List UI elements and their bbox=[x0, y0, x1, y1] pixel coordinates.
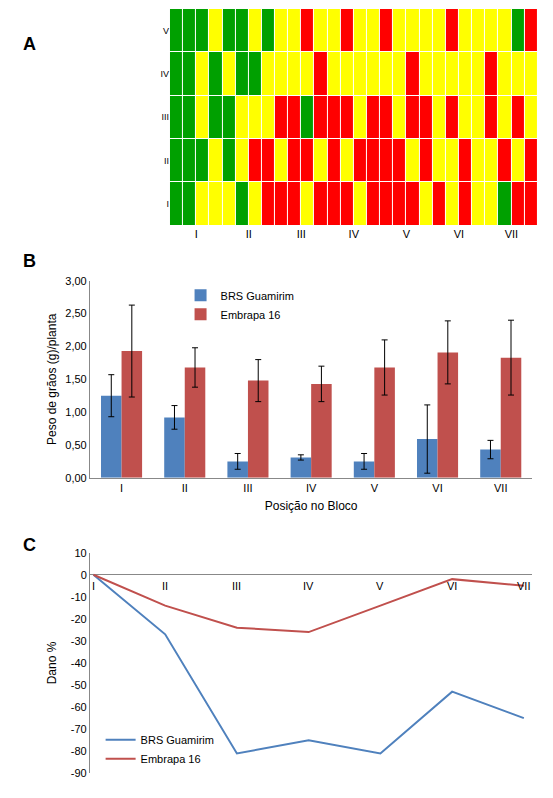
svg-text:III: III bbox=[232, 580, 241, 592]
svg-text:0: 0 bbox=[81, 569, 87, 581]
svg-text:Posição no Bloco: Posição no Bloco bbox=[265, 499, 358, 513]
svg-text:VII: VII bbox=[494, 482, 507, 494]
svg-text:VI: VI bbox=[447, 580, 457, 592]
svg-text:0,00: 0,00 bbox=[65, 472, 86, 484]
svg-text:-90: -90 bbox=[71, 767, 87, 779]
svg-text:1,00: 1,00 bbox=[65, 406, 86, 418]
svg-text:III: III bbox=[243, 482, 252, 494]
svg-text:V: V bbox=[376, 580, 384, 592]
svg-text:2,50: 2,50 bbox=[65, 307, 86, 319]
svg-text:IV: IV bbox=[306, 482, 317, 494]
svg-text:VII: VII bbox=[517, 580, 530, 592]
svg-text:-60: -60 bbox=[71, 701, 87, 713]
svg-text:VI: VI bbox=[454, 228, 464, 240]
svg-text:Embrapa 16: Embrapa 16 bbox=[221, 309, 281, 321]
svg-text:1,50: 1,50 bbox=[65, 373, 86, 385]
svg-text:B: B bbox=[23, 251, 36, 271]
svg-text:I: I bbox=[92, 580, 95, 592]
svg-text:I: I bbox=[120, 482, 123, 494]
svg-text:I: I bbox=[166, 199, 169, 209]
svg-text:-50: -50 bbox=[71, 679, 87, 691]
svg-text:II: II bbox=[246, 228, 252, 240]
svg-text:Dano %: Dano % bbox=[45, 641, 59, 684]
svg-text:III: III bbox=[161, 112, 169, 122]
svg-text:C: C bbox=[23, 535, 36, 555]
svg-text:-30: -30 bbox=[71, 635, 87, 647]
svg-text:Peso de grãos (g)/planta: Peso de grãos (g)/planta bbox=[45, 313, 59, 445]
svg-text:BRS Guamirim: BRS Guamirim bbox=[141, 734, 214, 746]
svg-text:IV: IV bbox=[349, 228, 360, 240]
svg-text:-80: -80 bbox=[71, 745, 87, 757]
svg-text:A: A bbox=[23, 34, 36, 54]
svg-text:2,00: 2,00 bbox=[65, 340, 86, 352]
svg-text:BRS Guamirim: BRS Guamirim bbox=[221, 290, 294, 302]
svg-text:V: V bbox=[163, 26, 169, 36]
svg-text:VII: VII bbox=[505, 228, 518, 240]
svg-text:III: III bbox=[297, 228, 306, 240]
svg-text:10: 10 bbox=[75, 547, 87, 559]
svg-text:V: V bbox=[371, 482, 379, 494]
svg-text:V: V bbox=[403, 228, 411, 240]
svg-text:II: II bbox=[182, 482, 188, 494]
svg-text:II: II bbox=[162, 580, 168, 592]
svg-text:II: II bbox=[164, 156, 169, 166]
svg-text:IV: IV bbox=[160, 69, 169, 79]
svg-text:Embrapa 16: Embrapa 16 bbox=[141, 753, 201, 765]
svg-text:3,00: 3,00 bbox=[65, 275, 86, 287]
svg-text:-20: -20 bbox=[71, 613, 87, 625]
svg-text:-10: -10 bbox=[71, 591, 87, 603]
svg-text:-40: -40 bbox=[71, 657, 87, 669]
svg-text:IV: IV bbox=[303, 580, 314, 592]
svg-text:I: I bbox=[195, 228, 198, 240]
svg-text:VI: VI bbox=[432, 482, 442, 494]
svg-text:-70: -70 bbox=[71, 723, 87, 735]
svg-text:0,50: 0,50 bbox=[65, 439, 86, 451]
